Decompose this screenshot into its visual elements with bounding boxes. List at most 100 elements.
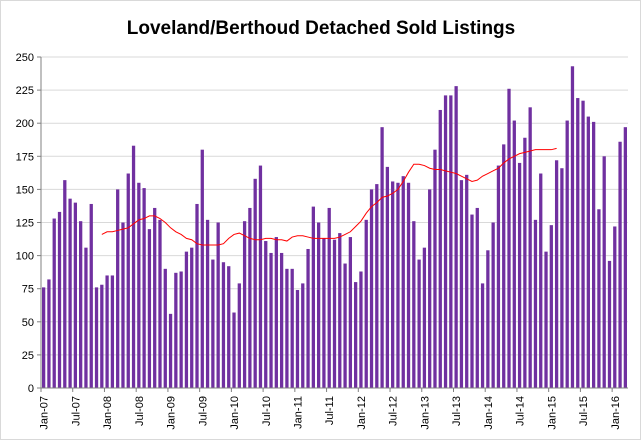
- bar: [380, 127, 384, 389]
- bar: [253, 178, 257, 388]
- bar: [338, 233, 342, 388]
- bar: [242, 221, 247, 388]
- x-tick-label: Jan-09: [166, 396, 178, 430]
- y-axis-ticks: 0 25 50 75 100 125 150 175 200 225 250: [16, 52, 41, 395]
- y-tick-label: 75: [22, 284, 34, 296]
- bar: [264, 241, 268, 388]
- y-tick-label: 0: [28, 383, 34, 395]
- bar: [258, 165, 263, 388]
- bar: [623, 127, 627, 389]
- bar: [459, 180, 464, 388]
- bar: [184, 251, 189, 388]
- bar: [486, 250, 490, 388]
- bar: [533, 219, 538, 388]
- bar: [560, 168, 564, 388]
- bar: [63, 180, 67, 388]
- x-tick-label: Jan-07: [39, 396, 51, 430]
- y-tick-label: 25: [22, 350, 34, 362]
- bar: [142, 188, 146, 388]
- bar: [549, 225, 553, 388]
- y-tick-label: 200: [16, 118, 34, 130]
- bar: [480, 283, 485, 388]
- bar: [100, 284, 104, 388]
- bar: [216, 222, 220, 388]
- bar-series: [42, 66, 627, 389]
- bar: [454, 86, 458, 388]
- bar: [211, 259, 215, 388]
- bar: [163, 268, 167, 388]
- bar: [121, 222, 125, 388]
- y-tick-label: 150: [16, 184, 34, 196]
- bar: [391, 181, 395, 388]
- bar: [528, 107, 532, 388]
- bar: [597, 209, 601, 388]
- bar: [42, 287, 46, 388]
- bar: [618, 141, 622, 388]
- bar: [422, 247, 427, 388]
- bar: [105, 275, 109, 388]
- bar: [496, 165, 501, 388]
- bar: [401, 176, 405, 388]
- y-tick-label: 225: [16, 85, 34, 97]
- bar: [269, 252, 273, 388]
- bar: [523, 137, 527, 388]
- bar: [237, 283, 241, 388]
- bar: [137, 182, 141, 388]
- bar: [576, 98, 580, 388]
- bar: [369, 189, 374, 388]
- bar: [581, 100, 585, 388]
- x-tick-label: Jan-12: [356, 396, 368, 430]
- bar: [79, 221, 83, 388]
- bar: [512, 120, 516, 389]
- bar: [168, 313, 173, 388]
- bar: [147, 229, 152, 388]
- x-tick-label: Jul-11: [324, 396, 336, 425]
- bar: [385, 166, 390, 388]
- x-tick-label: Jul-07: [70, 396, 82, 426]
- bar: [84, 247, 88, 388]
- bar: [227, 266, 231, 388]
- bar: [517, 162, 522, 388]
- bar: [348, 237, 353, 388]
- bar: [607, 260, 612, 388]
- x-tick-label: Jul-15: [578, 396, 590, 426]
- bar: [89, 203, 93, 388]
- bar: [232, 312, 236, 388]
- x-tick-label: Jan-16: [610, 396, 622, 430]
- bar: [554, 160, 559, 388]
- bar: [311, 206, 315, 388]
- bar: [205, 219, 210, 388]
- x-tick-label: Jul-10: [261, 396, 273, 426]
- bar: [290, 268, 294, 388]
- bar: [57, 211, 62, 388]
- bar: [465, 174, 469, 388]
- bar: [438, 109, 442, 389]
- x-tick-label: Jul-13: [451, 396, 463, 426]
- x-tick-label: Jan-14: [483, 396, 495, 430]
- bar: [570, 66, 575, 389]
- bar: [613, 226, 617, 388]
- bar: [544, 251, 548, 388]
- bar: [332, 239, 337, 388]
- bar: [565, 120, 569, 389]
- bar: [306, 248, 310, 388]
- bar: [73, 202, 78, 388]
- x-tick-label: Jul-09: [197, 396, 209, 426]
- bar: [449, 95, 453, 389]
- bar: [586, 116, 590, 388]
- bar: [274, 237, 278, 388]
- bar: [539, 173, 543, 388]
- bar: [131, 145, 136, 388]
- bar: [195, 203, 199, 388]
- bar: [317, 222, 321, 388]
- chart-title: Loveland/Berthoud Detached Sold Listings: [127, 18, 515, 39]
- y-tick-label: 50: [22, 317, 34, 329]
- bar: [110, 275, 115, 388]
- bar: [126, 173, 130, 388]
- bar: [470, 214, 474, 388]
- bar: [507, 88, 511, 388]
- x-tick-label: Jul-08: [134, 396, 146, 426]
- bar: [322, 238, 326, 388]
